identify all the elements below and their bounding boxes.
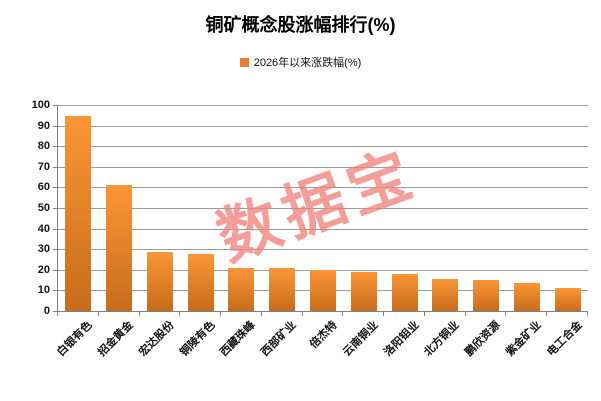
x-tick [546, 312, 548, 316]
y-tick [53, 105, 57, 106]
x-tick-label-白银有色: 白银有色 [55, 319, 95, 359]
chart-title: 铜矿概念股涨幅排行(%) [205, 15, 396, 35]
gridline [58, 146, 588, 148]
bar-招金黄金 [106, 185, 133, 311]
bar-西藏珠峰 [228, 267, 255, 311]
bar-云南铜业 [350, 271, 377, 311]
bar-铜陵有色 [187, 254, 214, 311]
y-tick-label: 100 [31, 99, 50, 111]
y-tick [53, 146, 57, 148]
bar-倍杰特 [310, 269, 336, 311]
bar-西部矿业 [269, 267, 296, 311]
bar-洛阳钼业 [391, 273, 418, 311]
x-tick [383, 312, 385, 316]
bar-北方铜业 [432, 279, 459, 311]
y-tick [53, 228, 57, 230]
x-tick [260, 312, 262, 316]
y-tick-label: 50 [37, 202, 50, 214]
y-tick [53, 125, 57, 127]
gridline [58, 228, 588, 230]
x-tick-label-鹏欣资源: 鹏欣资源 [463, 319, 503, 359]
y-tick [53, 187, 57, 189]
x-tick-label-洛阳钼业: 洛阳钼业 [381, 319, 422, 359]
x-tick [342, 312, 344, 316]
gridline [58, 249, 588, 251]
y-tick-label: 70 [37, 160, 50, 173]
x-tick [220, 312, 222, 316]
x-tick-label-铜陵有色: 铜陵有色 [177, 319, 218, 359]
x-tick-label-宏达股份: 宏达股份 [136, 319, 177, 359]
y-tick-label: 30 [37, 243, 50, 256]
gridline [58, 105, 588, 106]
x-tick-label-云南铜业: 云南铜业 [340, 319, 381, 359]
x-tick [179, 312, 181, 316]
x-tick [301, 312, 303, 316]
y-tick [53, 208, 57, 209]
x-tick-label-北方铜业: 北方铜业 [422, 319, 462, 359]
y-tick [53, 311, 57, 312]
gridline [58, 166, 588, 168]
y-tick-label: 40 [37, 222, 50, 235]
y-tick [53, 290, 57, 292]
x-tick [97, 312, 99, 316]
y-tick-label: 80 [37, 140, 50, 153]
x-tick [57, 312, 58, 316]
x-tick-label-招金黄金: 招金黄金 [96, 319, 136, 359]
y-tick-label: 0 [43, 305, 50, 317]
y-tick-label: 20 [37, 263, 50, 276]
x-tick-label-倍杰特: 倍杰特 [307, 319, 340, 351]
x-tick [138, 312, 140, 316]
bar-电工合金 [554, 288, 581, 311]
x-tick-label-西藏珠峰: 西藏珠峰 [218, 319, 259, 359]
x-tick-label-电工合金: 电工合金 [544, 319, 585, 359]
y-tick [53, 249, 57, 251]
legend-label: 2026年以来涨跌幅(%) [253, 57, 362, 69]
legend-marker-icon [239, 57, 249, 67]
bar-紫金矿业 [513, 283, 540, 311]
y-tick [53, 166, 57, 168]
x-tick [464, 312, 466, 316]
y-tick-label: 60 [37, 181, 50, 194]
x-tick [587, 312, 588, 316]
gridline [58, 208, 588, 209]
plot-area [57, 105, 588, 312]
legend: 2026年以来涨跌幅(%) [0, 54, 601, 70]
bar-宏达股份 [146, 252, 173, 311]
x-tick [423, 312, 425, 316]
gridline [58, 125, 588, 127]
y-tick [53, 269, 57, 271]
x-tick [505, 312, 507, 316]
x-tick-label-西部矿业: 西部矿业 [259, 319, 299, 359]
x-tick-label-紫金矿业: 紫金矿业 [503, 319, 544, 359]
y-tick-label: 10 [37, 284, 50, 297]
bar-白银有色 [65, 116, 92, 311]
gridline [58, 187, 588, 189]
bar-鹏欣资源 [473, 280, 500, 311]
y-tick-label: 90 [37, 119, 50, 132]
